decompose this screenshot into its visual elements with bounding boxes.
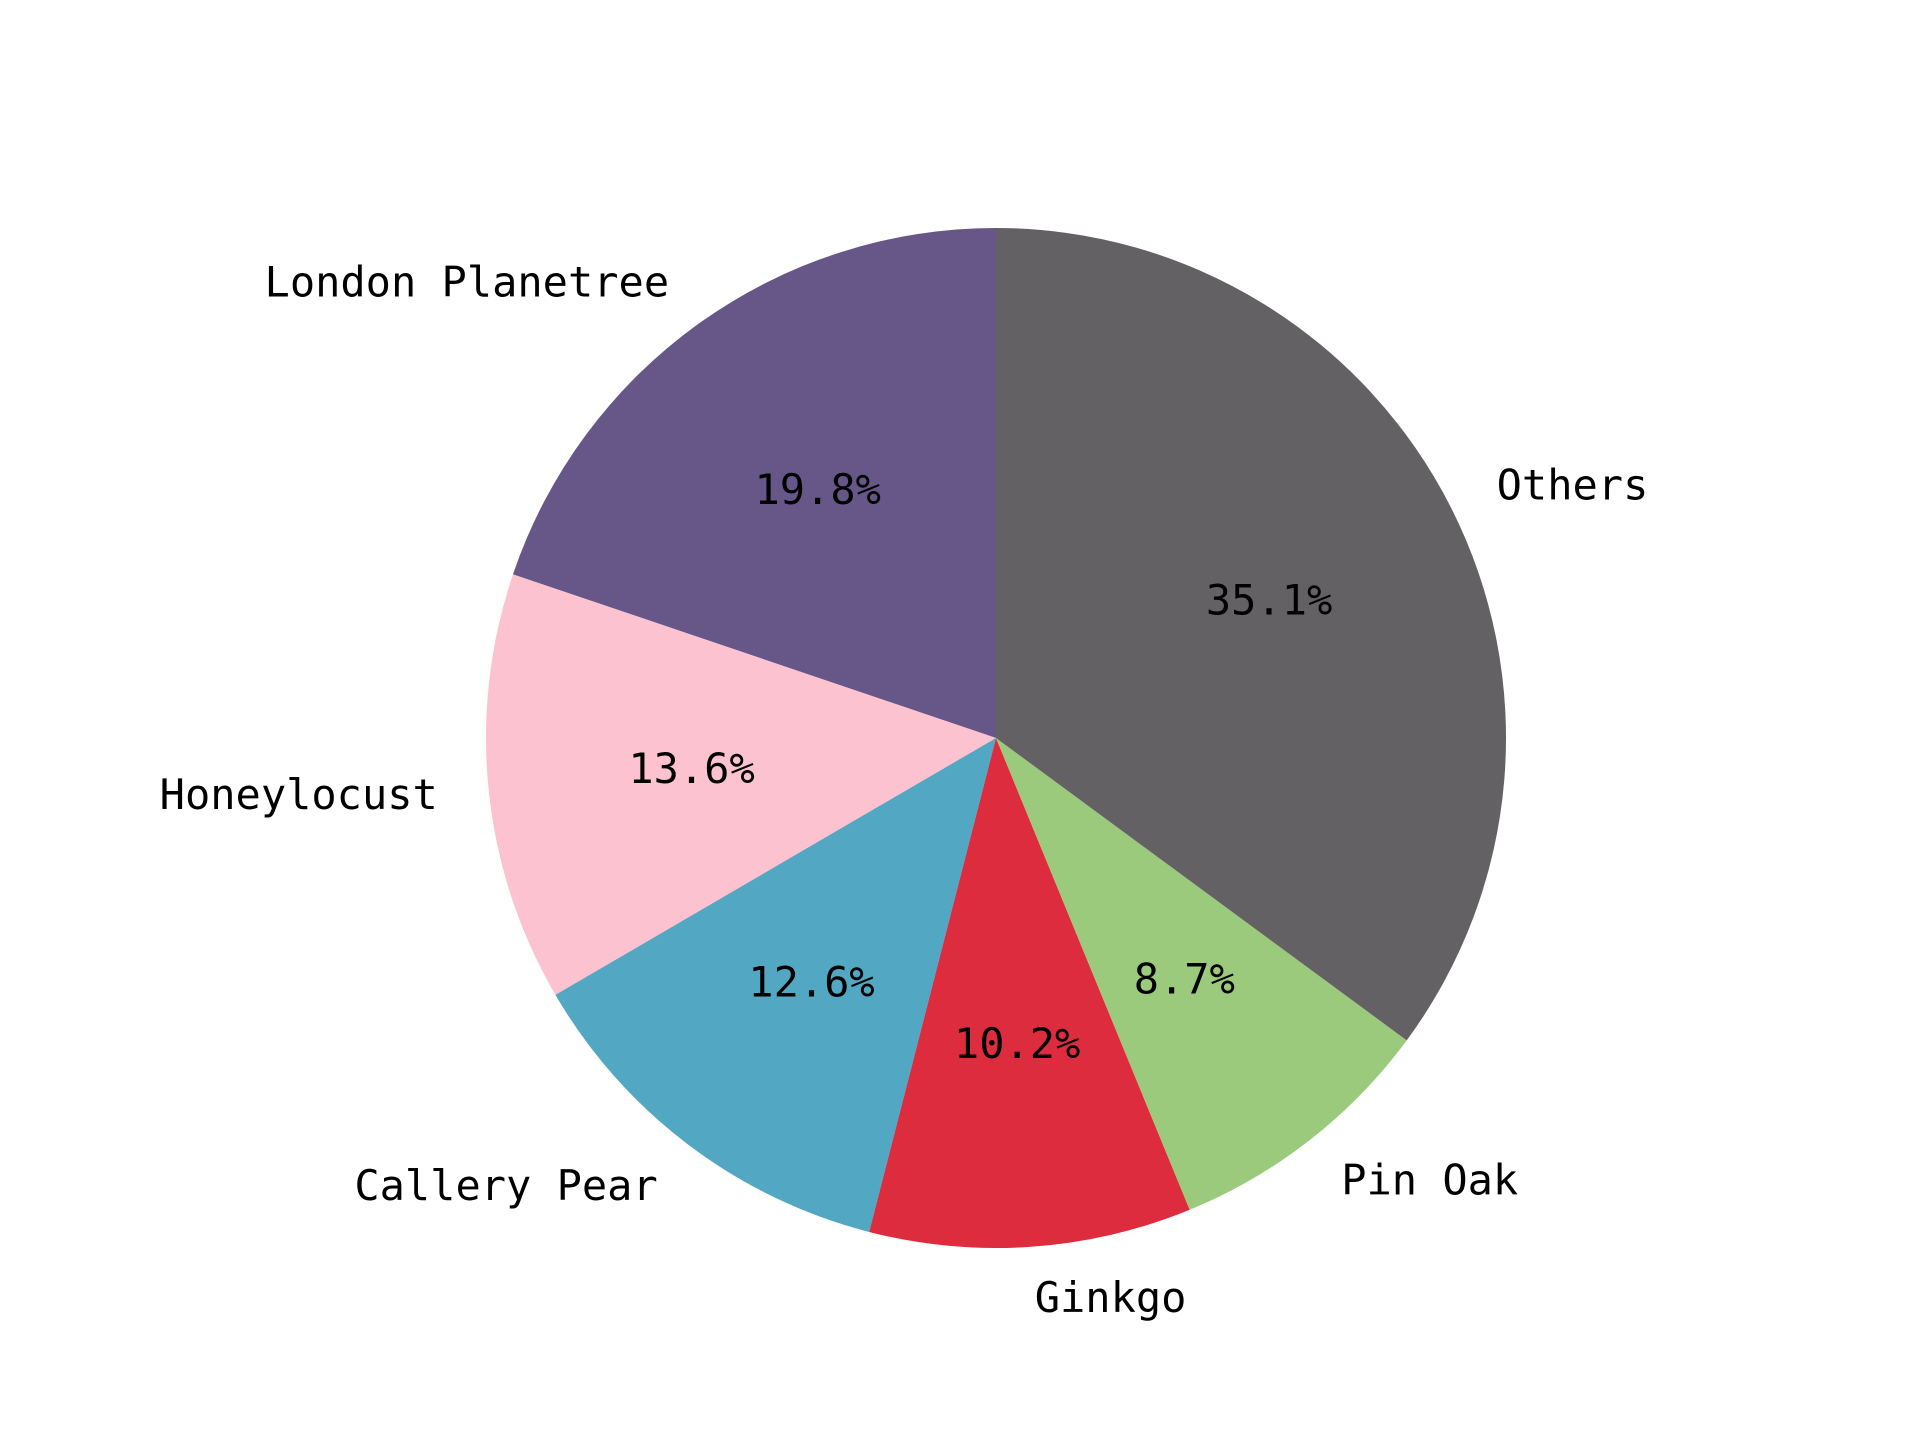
- pie-slice-pin-oak: [996, 738, 1407, 1210]
- pie-slice-honeylocust: [486, 574, 996, 995]
- pie-slice-callery-pear: [555, 738, 996, 1232]
- pct-label-others: 35.1%: [1206, 575, 1332, 624]
- pie-slice-others: [996, 228, 1507, 1041]
- pie-slice-london-planetree: [512, 228, 996, 738]
- slice-label-pin-oak: Pin Oak: [1341, 1156, 1518, 1205]
- slice-label-others: Others: [1497, 460, 1649, 509]
- slices-layer: [486, 228, 1507, 1249]
- pct-label-pin-oak: 8.7%: [1134, 955, 1235, 1004]
- pct-label-ginkgo: 10.2%: [954, 1019, 1080, 1068]
- slice-label-ginkgo: Ginkgo: [1035, 1273, 1187, 1322]
- pie-slice-ginkgo: [869, 738, 1190, 1249]
- slice-label-callery-pear: Callery Pear: [354, 1161, 657, 1210]
- slice-label-honeylocust: Honeylocust: [160, 770, 438, 819]
- pct-label-honeylocust: 13.6%: [628, 744, 754, 793]
- pct-label-callery-pear: 12.6%: [748, 958, 874, 1007]
- labels-layer: 19.8% London Planetree 13.6% Honeylocust 12.…: [160, 258, 1649, 1323]
- slice-label-london-planetree: London Planetree: [265, 258, 670, 307]
- pct-label-london-planetree: 19.8%: [754, 465, 880, 514]
